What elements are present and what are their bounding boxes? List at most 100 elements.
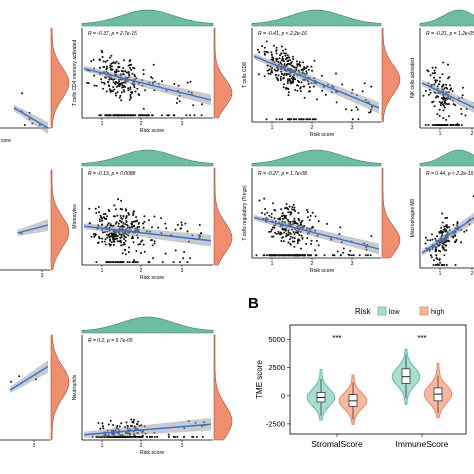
legend-entry-high: high xyxy=(431,309,444,316)
point xyxy=(258,199,261,202)
regression-line xyxy=(83,423,212,436)
point xyxy=(303,66,306,69)
point xyxy=(136,423,139,426)
point xyxy=(174,435,176,438)
top-density xyxy=(419,149,474,167)
point xyxy=(433,259,435,262)
point xyxy=(107,84,110,87)
point xyxy=(101,422,104,425)
point xyxy=(109,419,112,422)
point xyxy=(445,118,448,121)
point xyxy=(272,58,274,61)
point xyxy=(112,424,115,426)
point xyxy=(275,46,278,49)
point xyxy=(446,103,449,106)
point xyxy=(442,228,445,231)
point xyxy=(117,62,120,65)
point xyxy=(142,243,145,246)
point xyxy=(129,86,132,89)
point xyxy=(285,203,288,205)
correlation-stat: R = 0.44, p < 2.2e-16 xyxy=(426,171,473,177)
point xyxy=(364,254,367,257)
point xyxy=(270,228,273,231)
point xyxy=(100,78,103,81)
point xyxy=(95,261,98,264)
point xyxy=(283,254,286,257)
point xyxy=(440,97,443,100)
point xyxy=(189,114,191,117)
point xyxy=(94,207,97,210)
point xyxy=(136,87,139,90)
point xyxy=(454,104,457,107)
point xyxy=(148,114,151,117)
point xyxy=(368,111,371,114)
point xyxy=(295,60,298,63)
point xyxy=(451,90,454,93)
point xyxy=(291,55,294,58)
point xyxy=(348,254,351,257)
point xyxy=(90,235,93,238)
point xyxy=(434,71,437,74)
point xyxy=(120,91,123,94)
x-tick-label: 3 xyxy=(181,121,184,127)
point xyxy=(127,87,130,90)
point xyxy=(126,224,129,227)
point xyxy=(176,435,179,438)
point xyxy=(293,222,296,225)
point xyxy=(114,92,117,95)
point xyxy=(300,247,302,250)
point xyxy=(129,94,132,96)
point xyxy=(456,222,459,225)
point xyxy=(95,211,98,214)
point xyxy=(270,71,273,74)
point xyxy=(300,81,303,84)
top-density xyxy=(419,9,474,27)
point xyxy=(103,82,106,85)
point xyxy=(110,65,113,68)
point xyxy=(429,239,432,242)
point xyxy=(133,67,136,70)
point xyxy=(173,83,176,85)
right-density xyxy=(381,27,401,123)
point xyxy=(460,113,463,115)
point xyxy=(201,103,204,106)
panel-label: B xyxy=(248,295,259,312)
point xyxy=(431,238,434,241)
x-axis-label: Risk score xyxy=(140,128,164,134)
point xyxy=(195,435,198,438)
point xyxy=(108,88,111,91)
point xyxy=(465,229,468,232)
top-density xyxy=(251,9,382,27)
point xyxy=(186,230,189,233)
point xyxy=(134,435,137,438)
point xyxy=(291,77,294,79)
point xyxy=(108,233,111,236)
point xyxy=(314,249,316,252)
point xyxy=(282,76,285,79)
point xyxy=(306,237,309,239)
point xyxy=(442,246,445,249)
point xyxy=(297,217,300,220)
point xyxy=(432,100,435,103)
point xyxy=(282,214,285,217)
right-density xyxy=(381,167,401,259)
point xyxy=(432,264,435,266)
point xyxy=(126,435,129,438)
point xyxy=(451,124,454,126)
y-tick-label: -2500 xyxy=(266,419,285,428)
point xyxy=(292,118,295,121)
point xyxy=(117,222,120,225)
point xyxy=(143,250,146,253)
point xyxy=(112,78,115,81)
point xyxy=(297,212,300,214)
point xyxy=(138,435,141,438)
point xyxy=(291,65,294,67)
point xyxy=(106,215,108,218)
point xyxy=(288,238,291,241)
point xyxy=(131,421,134,424)
point xyxy=(460,108,463,110)
point xyxy=(434,66,437,69)
point xyxy=(289,213,292,216)
point xyxy=(141,239,144,242)
point xyxy=(317,220,320,223)
